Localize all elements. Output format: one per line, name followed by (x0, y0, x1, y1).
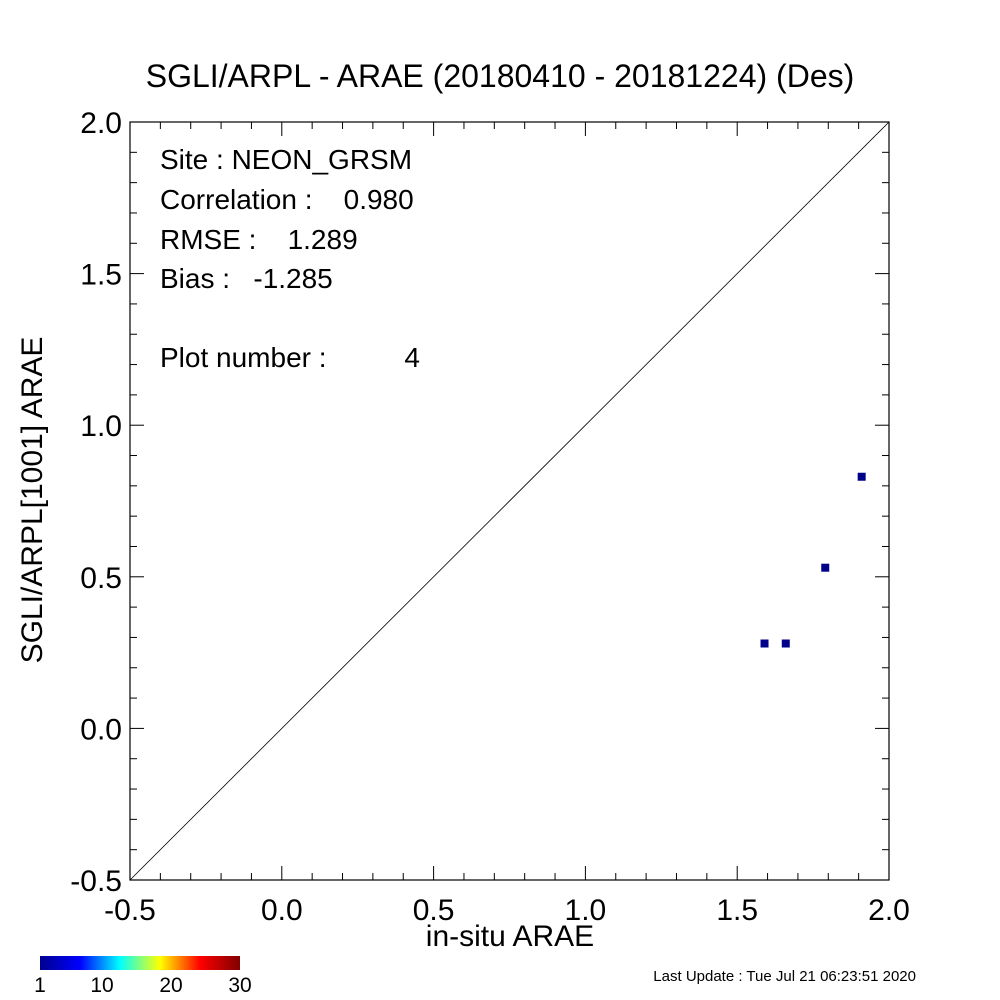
x-tick-label: 1.5 (716, 894, 758, 927)
stat-correlation: Correlation : 0.980 (160, 184, 414, 215)
one-to-one-line (129, 121, 890, 881)
colorbar-label-min: 1 (34, 974, 46, 997)
y-tick-label: 2.0 (80, 107, 122, 140)
colorbar (40, 956, 240, 970)
x-tick-label: 0.5 (413, 894, 455, 927)
stat-site: Site : NEON_GRSM (160, 144, 413, 175)
colorbar-label-20: 20 (159, 974, 183, 997)
data-point (857, 472, 866, 481)
y-tick-label: 0.0 (80, 713, 122, 746)
stat-bias: Bias : -1.285 (160, 263, 333, 294)
data-point (821, 563, 830, 572)
plot-frame (129, 121, 890, 881)
chart-title: SGLI/ARPL - ARAE (20180410 - 20181224) (… (145, 58, 855, 94)
colorbar-label-max: 30 (228, 974, 252, 997)
colorbar-label-10: 10 (90, 974, 114, 997)
data-points (760, 472, 866, 648)
axis-ticks (129, 121, 890, 881)
y-tick-label: 1.0 (80, 410, 122, 443)
stat-plot-number: Plot number : 4 (160, 342, 420, 373)
x-tick-label: 1.0 (565, 894, 607, 927)
last-update-text: Last Update : Tue Jul 21 06:23:51 2020 (653, 968, 916, 985)
y-tick-label: -0.5 (70, 865, 122, 898)
y-tick-label: 1.5 (80, 259, 122, 292)
y-axis-label: SGLI/ARPL[1001] ARAE (16, 336, 49, 664)
stat-rmse: RMSE : 1.289 (160, 224, 358, 255)
data-point (781, 639, 790, 648)
data-point (760, 639, 769, 648)
y-tick-label: 0.5 (80, 562, 122, 595)
x-tick-label: 2.0 (868, 894, 910, 927)
x-tick-label: 0.0 (261, 894, 303, 927)
x-axis-label: in-situ ARAE (425, 920, 595, 953)
axis-tick-labels: -0.5 0.0 0.5 1.0 1.5 2.0 -0.5 0.0 0.5 1.0 1.5 2.0 (70, 107, 910, 927)
x-tick-label: -0.5 (104, 894, 156, 927)
